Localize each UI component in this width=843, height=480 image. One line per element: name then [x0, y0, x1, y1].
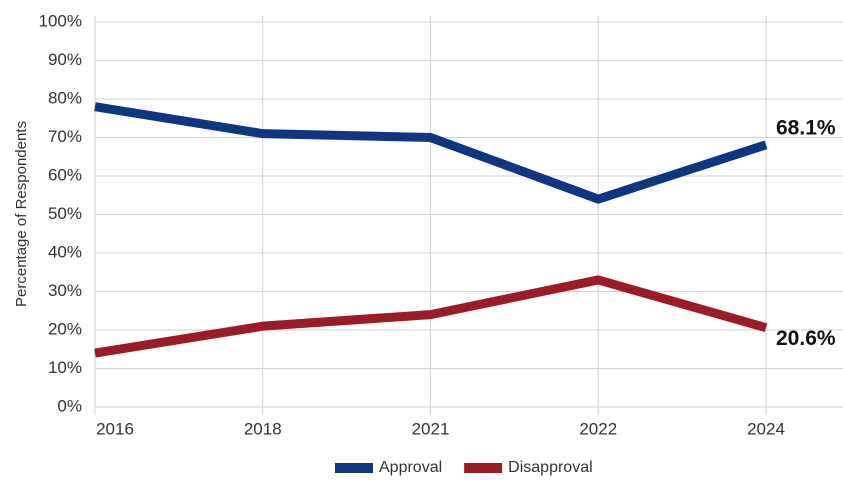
x-tick-label: 2022: [579, 419, 617, 438]
line-series: [94, 102, 768, 204]
y-tick-label: 40%: [48, 242, 82, 261]
y-tick-label: 50%: [48, 204, 82, 223]
line-series: [94, 275, 768, 358]
y-axis-label: Percentage of Respondents: [13, 121, 30, 307]
y-tick-label: 20%: [48, 319, 82, 338]
legend-swatch: [464, 463, 503, 473]
y-tick-label: 90%: [48, 50, 82, 69]
legend-label: Disapproval: [508, 459, 592, 476]
y-tick-label: 100%: [39, 11, 82, 30]
value-label: 68.1%: [776, 116, 836, 139]
y-tick-label: 10%: [48, 358, 82, 377]
legend-swatch: [335, 463, 373, 473]
value-label: 20.6%: [776, 327, 836, 350]
x-tick-label: 2018: [244, 419, 282, 438]
y-tick-label: 0%: [57, 396, 82, 415]
y-tick-label: 70%: [48, 127, 82, 146]
x-tick-label: 2024: [747, 419, 785, 438]
legend-label: Approval: [379, 459, 442, 476]
y-tick-label: 30%: [48, 281, 82, 300]
x-tick-label: 2016: [96, 419, 134, 438]
y-tick-label: 60%: [48, 165, 82, 184]
y-tick-label: 80%: [48, 88, 82, 107]
x-tick-label: 2021: [412, 419, 450, 438]
